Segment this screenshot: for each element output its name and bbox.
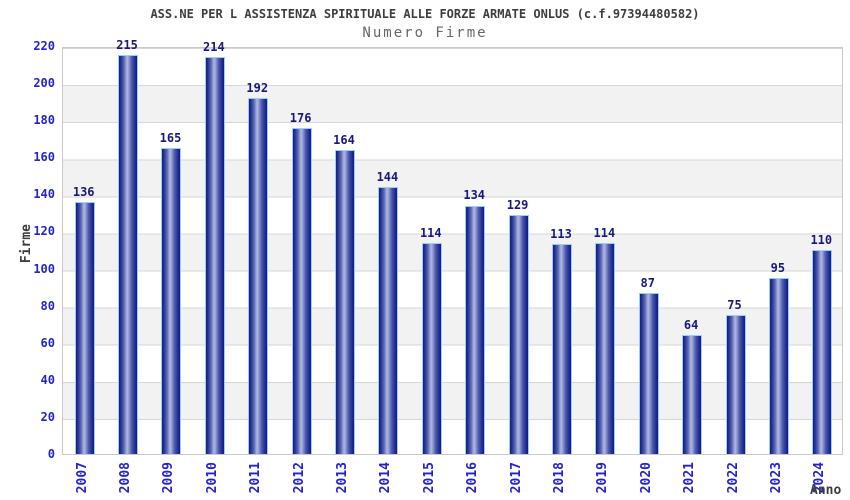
x-tick-label-2009: 2009 — [161, 462, 177, 494]
bar-2016 — [465, 205, 486, 454]
y-tick-label: 100 — [33, 261, 55, 276]
y-tick-label: 180 — [33, 113, 55, 128]
bar-value-label: 165 — [159, 131, 182, 145]
bar-2024 — [812, 250, 833, 454]
chart-title: ASS.NE PER L ASSISTENZA SPIRITUALE ALLE … — [150, 7, 700, 21]
bar-2021 — [682, 335, 703, 454]
bar-value-label: 134 — [463, 188, 486, 203]
y-tick-label: 40 — [40, 372, 55, 387]
bar-value-label: 192 — [246, 80, 269, 95]
x-axis-title: Anno — [810, 483, 842, 498]
bar-value-label: 129 — [506, 197, 529, 212]
bar-value-label: 87 — [640, 275, 655, 290]
y-tick-label: 220 — [33, 39, 55, 53]
bar-2019 — [595, 242, 616, 454]
bar-2022 — [725, 314, 746, 454]
y-axis-title: Firme — [19, 224, 34, 264]
plot-area — [62, 47, 843, 455]
x-tick-label-2018: 2018 — [551, 462, 567, 494]
bar-2018 — [551, 244, 572, 454]
bar-2009 — [161, 148, 182, 454]
chart-subtitle: Numero Firme — [362, 25, 488, 41]
x-tick-label-2007: 2007 — [74, 462, 90, 494]
bar-2008 — [118, 55, 139, 454]
x-tick-label-2017: 2017 — [508, 462, 524, 494]
x-tick-label-2022: 2022 — [725, 462, 741, 494]
x-tick-label-2008: 2008 — [118, 462, 134, 494]
x-tick-label-2015: 2015 — [421, 462, 437, 494]
x-tick-label-2010: 2010 — [204, 462, 220, 494]
x-tick-label-2016: 2016 — [465, 462, 481, 494]
bar-value-label: 110 — [810, 233, 833, 247]
bar-value-label: 214 — [203, 40, 225, 55]
y-tick-label: 20 — [40, 409, 55, 424]
x-tick-label-2013: 2013 — [335, 462, 351, 494]
x-tick-label-2019: 2019 — [595, 462, 611, 494]
bar-value-label: 114 — [419, 225, 442, 240]
x-tick-label-2011: 2011 — [248, 462, 264, 494]
bar-2007 — [74, 201, 95, 454]
x-tick-label-2021: 2021 — [682, 462, 698, 494]
bar-value-label: 95 — [770, 260, 786, 275]
bar-2020 — [638, 292, 659, 454]
y-tick-label: 0 — [47, 447, 55, 461]
y-tick-label: 80 — [40, 298, 55, 313]
x-tick-label-2012: 2012 — [291, 462, 307, 494]
y-tick-label: 120 — [33, 224, 55, 239]
bar-value-label: 113 — [550, 227, 572, 242]
bar-value-label: 114 — [593, 225, 616, 240]
bar-value-label: 144 — [376, 169, 399, 184]
y-tick-label: 140 — [33, 187, 55, 202]
bar-2023 — [768, 277, 789, 454]
bar-2013 — [335, 149, 356, 454]
bar-2010 — [204, 57, 225, 454]
bar-value-label: 136 — [72, 184, 95, 199]
bar-2012 — [291, 127, 312, 454]
bar-value-label: 164 — [333, 132, 355, 147]
y-tick-label: 160 — [33, 150, 55, 165]
bar-value-label: 176 — [289, 110, 312, 125]
y-tick-label: 60 — [40, 335, 55, 350]
bar-value-label: 215 — [116, 38, 138, 53]
y-tick-label: 200 — [33, 76, 55, 91]
bar-2015 — [421, 242, 442, 454]
x-tick-label-2023: 2023 — [768, 462, 784, 494]
bar-2017 — [508, 214, 529, 454]
bar-2011 — [248, 97, 269, 454]
bar-value-label: 75 — [727, 297, 742, 312]
x-tick-label-2014: 2014 — [378, 462, 394, 494]
x-tick-label-2020: 2020 — [638, 462, 654, 494]
bar-2014 — [378, 186, 399, 454]
bar-value-label: 64 — [683, 318, 699, 333]
